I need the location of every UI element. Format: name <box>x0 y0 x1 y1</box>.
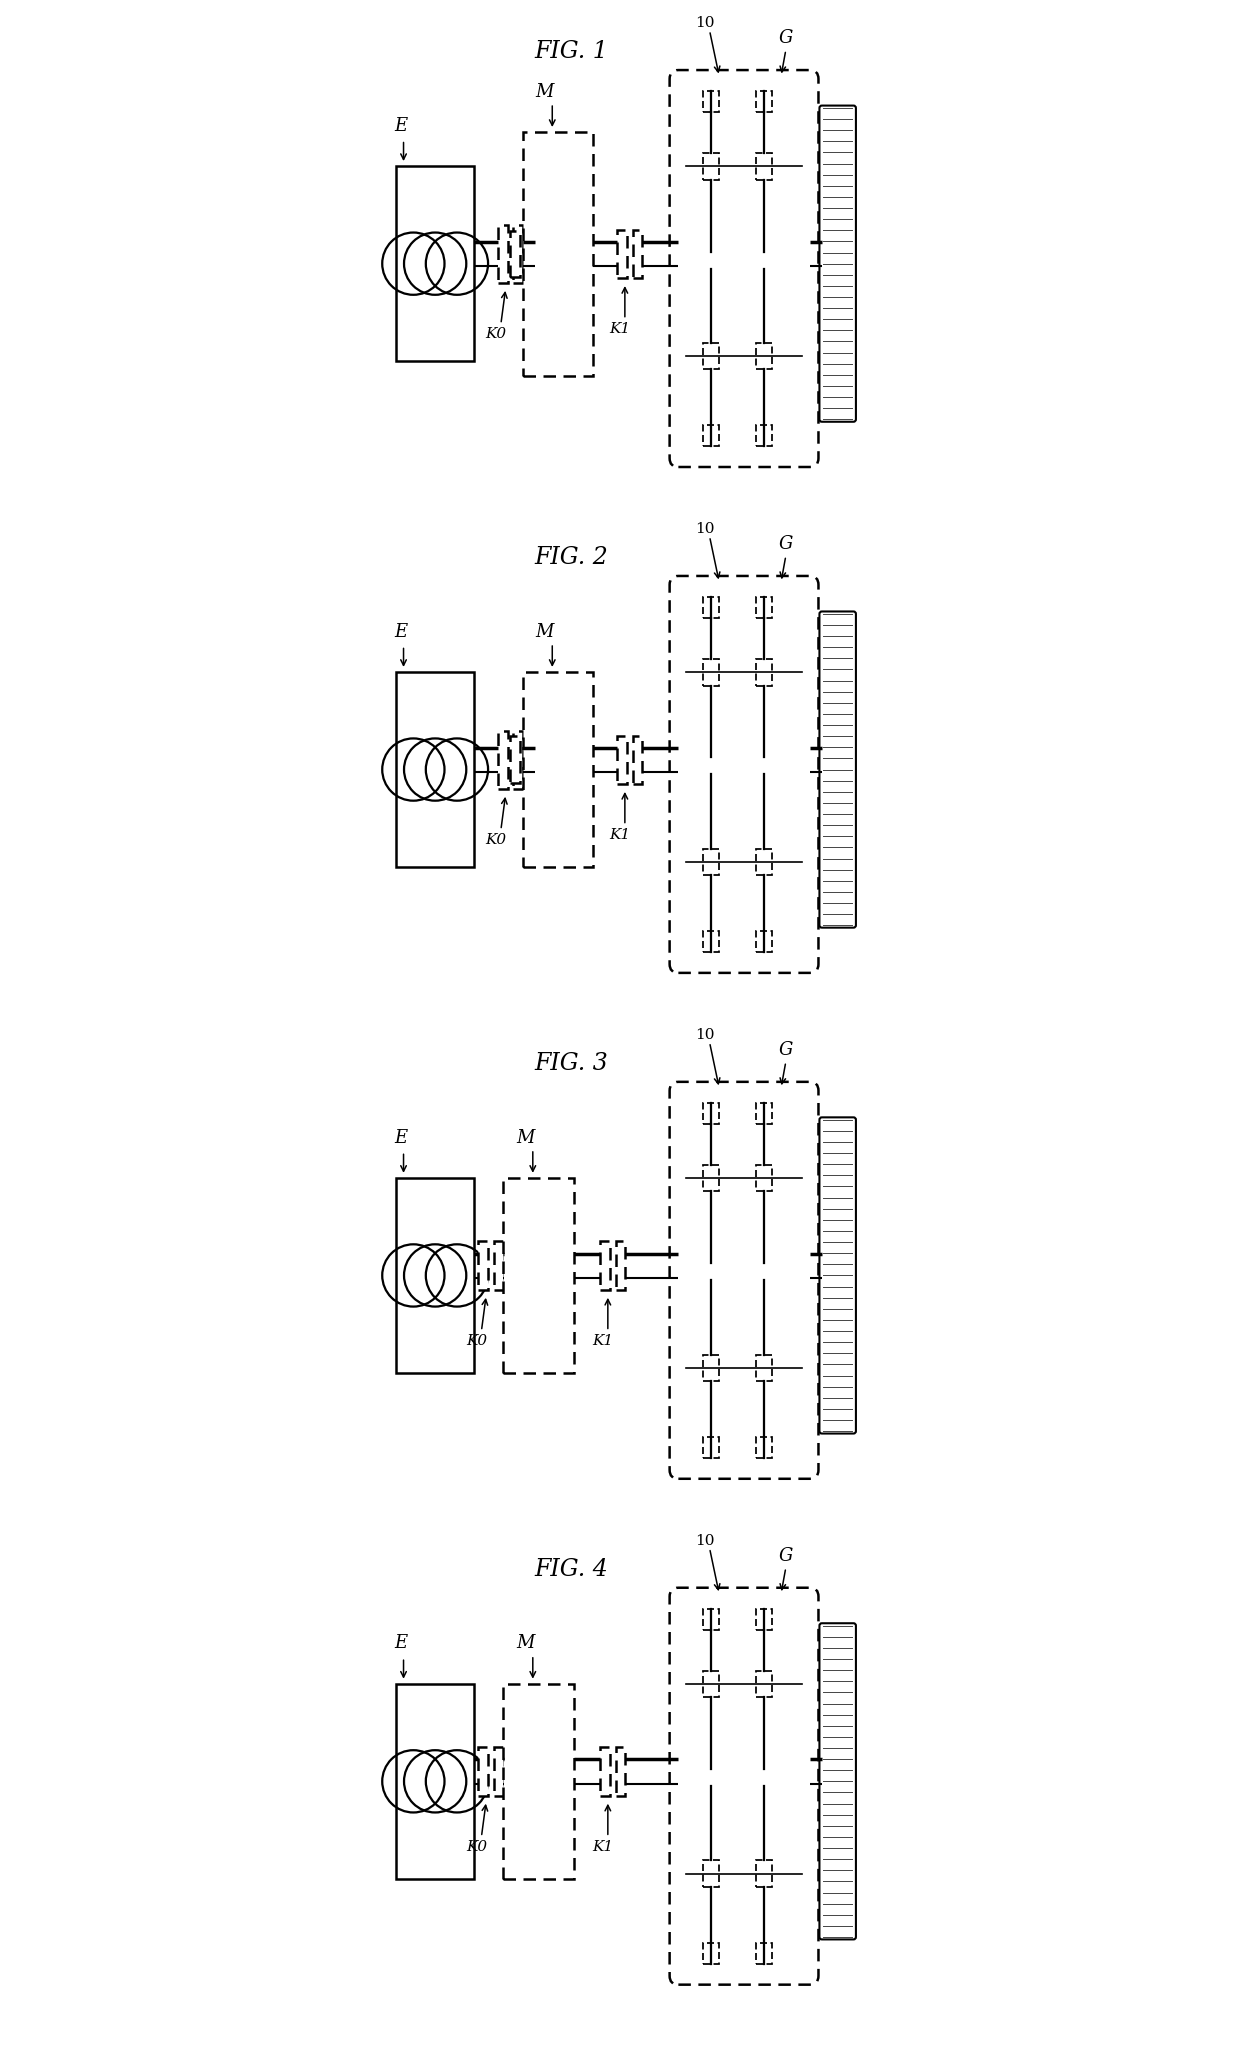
Text: K0: K0 <box>485 832 506 847</box>
Text: FIG. 1: FIG. 1 <box>534 41 609 63</box>
Bar <box>503 1683 574 1879</box>
Text: FIG. 2: FIG. 2 <box>534 546 609 569</box>
Bar <box>526 736 536 783</box>
Text: M: M <box>536 622 554 640</box>
Text: K0: K0 <box>485 327 506 342</box>
Bar <box>756 658 771 685</box>
Bar <box>756 930 771 953</box>
Bar <box>703 1438 719 1458</box>
Text: G: G <box>779 1041 794 1059</box>
Bar <box>703 1861 719 1888</box>
Bar <box>756 1102 771 1123</box>
Bar <box>503 1178 574 1372</box>
Text: M: M <box>516 1129 534 1147</box>
Bar <box>703 425 719 446</box>
Text: M: M <box>536 82 554 100</box>
Bar <box>703 1166 719 1192</box>
Bar <box>510 231 520 278</box>
Bar <box>498 730 507 789</box>
Text: E: E <box>394 622 407 640</box>
Bar <box>397 166 474 362</box>
Bar <box>498 225 507 282</box>
Bar <box>756 1438 771 1458</box>
Text: 10: 10 <box>694 521 714 536</box>
Bar <box>756 597 771 618</box>
Bar <box>756 1354 771 1380</box>
Text: G: G <box>779 29 794 47</box>
Text: K1: K1 <box>609 321 631 335</box>
Bar <box>632 229 642 278</box>
Text: 10: 10 <box>694 16 714 31</box>
Bar <box>756 1943 771 1963</box>
Text: FIG. 4: FIG. 4 <box>534 1558 609 1581</box>
Bar <box>703 849 719 875</box>
FancyBboxPatch shape <box>670 70 818 466</box>
Bar <box>756 1671 771 1697</box>
Text: 10: 10 <box>694 1029 714 1043</box>
Text: M: M <box>516 1634 534 1652</box>
Bar <box>397 1178 474 1372</box>
FancyBboxPatch shape <box>670 1587 818 1984</box>
Bar <box>632 736 642 783</box>
FancyBboxPatch shape <box>820 106 856 421</box>
Bar <box>703 1943 719 1963</box>
Bar <box>494 1746 503 1796</box>
Bar <box>703 344 719 370</box>
FancyBboxPatch shape <box>820 1117 856 1434</box>
Bar <box>756 1166 771 1192</box>
Bar <box>703 1671 719 1697</box>
Bar <box>618 229 626 278</box>
Bar <box>513 225 523 282</box>
Bar <box>756 153 771 180</box>
Text: E: E <box>394 1634 407 1652</box>
Bar <box>703 153 719 180</box>
Bar <box>494 1241 503 1290</box>
Bar <box>523 133 593 376</box>
Text: K0: K0 <box>466 1840 487 1853</box>
Text: FIG. 3: FIG. 3 <box>534 1051 609 1076</box>
Bar <box>397 1683 474 1879</box>
Bar <box>703 1609 719 1630</box>
Bar <box>600 1746 610 1796</box>
Bar <box>756 1609 771 1630</box>
Bar <box>510 736 520 783</box>
Text: 10: 10 <box>694 1534 714 1548</box>
Bar <box>703 1354 719 1380</box>
Bar <box>479 1241 489 1290</box>
Bar <box>703 658 719 685</box>
Bar <box>618 736 626 783</box>
Text: G: G <box>779 1546 794 1564</box>
Text: K1: K1 <box>593 1840 614 1853</box>
Bar <box>526 231 536 278</box>
FancyBboxPatch shape <box>670 1082 818 1479</box>
Bar <box>756 344 771 370</box>
Bar <box>523 673 593 867</box>
Text: K1: K1 <box>593 1333 614 1348</box>
Bar <box>703 1102 719 1123</box>
Text: K0: K0 <box>466 1333 487 1348</box>
Text: E: E <box>394 1129 407 1147</box>
FancyBboxPatch shape <box>820 611 856 928</box>
Bar <box>703 930 719 953</box>
Bar <box>756 1861 771 1888</box>
Bar <box>756 90 771 112</box>
Bar <box>756 849 771 875</box>
Bar <box>703 90 719 112</box>
FancyBboxPatch shape <box>820 1624 856 1939</box>
Bar <box>756 425 771 446</box>
Bar <box>397 673 474 867</box>
Text: K1: K1 <box>609 828 631 843</box>
Text: G: G <box>779 536 794 552</box>
Bar <box>513 730 523 789</box>
Bar <box>479 1746 489 1796</box>
Bar <box>600 1241 610 1290</box>
Text: E: E <box>394 117 407 135</box>
FancyBboxPatch shape <box>670 577 818 973</box>
Bar <box>703 597 719 618</box>
Bar <box>615 1746 625 1796</box>
Bar <box>615 1241 625 1290</box>
